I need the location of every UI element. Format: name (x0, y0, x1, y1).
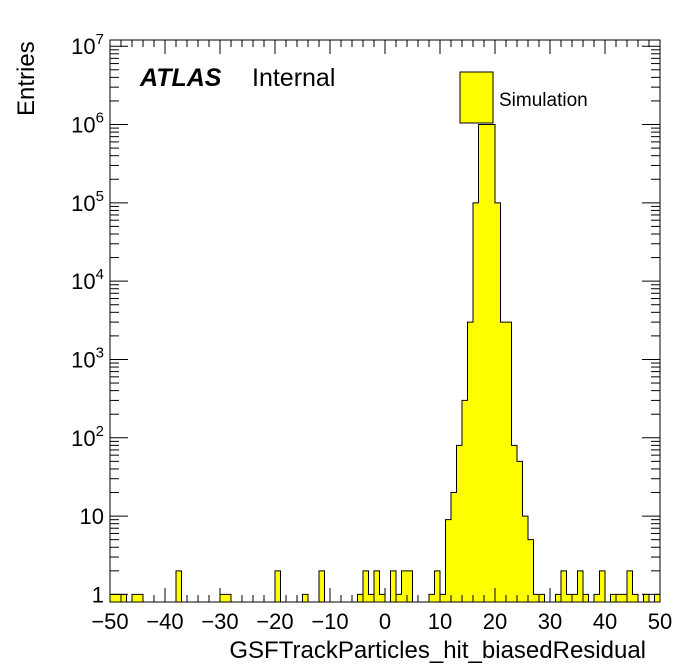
histogram-bar (440, 594, 446, 602)
histogram-bar (478, 124, 484, 602)
histogram-bar (572, 594, 578, 602)
histogram-bar (374, 570, 380, 602)
histogram-bar (220, 594, 226, 602)
histogram-bar (407, 570, 413, 602)
histogram-bar (390, 570, 396, 602)
histogram-bar (500, 322, 506, 602)
y-tick-label: 105 (71, 188, 104, 216)
y-tick-label: 106 (71, 110, 104, 138)
legend: Simulation (459, 71, 588, 124)
histogram-bar (121, 594, 127, 602)
x-tick-label: 30 (538, 609, 562, 634)
histogram-bar (115, 594, 121, 602)
histogram-bar (632, 594, 638, 602)
histogram-bar (110, 594, 116, 602)
histogram-bar (610, 594, 616, 602)
histogram-bar (379, 594, 385, 602)
histogram-bar (627, 570, 633, 602)
legend-swatch (459, 71, 494, 124)
histogram-bar (467, 322, 473, 602)
histogram-bar (489, 124, 495, 602)
y-axis-title: Entries (13, 41, 40, 116)
histogram-bar (654, 594, 660, 602)
x-tick-label: 20 (483, 609, 507, 634)
histogram-bar (577, 570, 583, 602)
y-tick-label: 104 (71, 266, 104, 294)
x-tick-label: 40 (593, 609, 617, 634)
x-tick-label: −40 (146, 609, 183, 634)
histogram-bar (456, 445, 462, 602)
histogram-bar (517, 461, 523, 602)
histogram-bar (357, 594, 363, 602)
histogram-bar (594, 594, 600, 602)
histogram-bar (566, 594, 572, 602)
axis-ticks (109, 40, 661, 602)
histogram-outline (110, 124, 660, 603)
y-tick-labels: 1 10 102 103 104 105 106 107 (71, 31, 104, 607)
histogram-bar (401, 570, 407, 602)
histogram-bar (434, 570, 440, 602)
x-tick-label: −50 (91, 609, 128, 634)
histogram-bar (621, 594, 627, 602)
histogram-bar (561, 570, 567, 602)
x-tick-label: −10 (311, 609, 348, 634)
histogram-bar (522, 516, 528, 602)
atlas-status-label: Internal (252, 64, 335, 92)
x-tick-label: 10 (428, 609, 452, 634)
atlas-label: ATLAS (139, 64, 222, 92)
histogram-bar (176, 570, 182, 602)
histogram-bar (225, 594, 231, 602)
plot-frame (109, 39, 661, 603)
histogram-bar (132, 594, 138, 602)
histogram-bar (451, 492, 457, 602)
histogram-bars (110, 124, 660, 603)
y-tick-label: 102 (71, 423, 104, 451)
histogram-bar (302, 594, 308, 602)
histogram-bar (275, 570, 281, 602)
x-tick-labels: −50 −40 −30 −20 −10 0 10 20 30 40 50 (91, 609, 672, 634)
histogram-bar (555, 594, 561, 602)
y-tick-label: 103 (71, 344, 104, 372)
histogram-bar (368, 594, 374, 602)
histogram-bar (462, 400, 468, 602)
histogram-bar (533, 594, 539, 602)
histogram-bar (429, 594, 435, 602)
x-axis-title: GSFTrackParticles_hit_biasedResidual (229, 637, 646, 664)
x-tick-label: −20 (256, 609, 293, 634)
histogram-bar (583, 594, 589, 602)
histogram-bar (511, 445, 517, 602)
histogram-bar (473, 202, 479, 603)
histogram-bar (319, 570, 325, 602)
x-tick-label: −30 (201, 609, 238, 634)
histogram-bar (495, 202, 501, 603)
histogram-bar (363, 570, 369, 602)
histogram-bar (484, 124, 490, 602)
histogram-bar (506, 322, 512, 602)
histogram-bar (539, 594, 545, 602)
legend-label: Simulation (499, 90, 588, 111)
histogram-bar (445, 519, 451, 602)
y-tick-label: 107 (71, 31, 104, 59)
y-tick-label: 10 (80, 504, 104, 529)
histogram-bar (528, 539, 534, 602)
x-tick-label: 0 (379, 609, 391, 634)
histogram-bar (599, 570, 605, 602)
histogram-bar (643, 594, 649, 602)
x-tick-label: 50 (648, 609, 672, 634)
histogram-bar (616, 594, 622, 602)
histogram-bar (396, 594, 402, 602)
y-tick-label: 1 (92, 582, 104, 607)
histogram-bar (137, 594, 143, 602)
